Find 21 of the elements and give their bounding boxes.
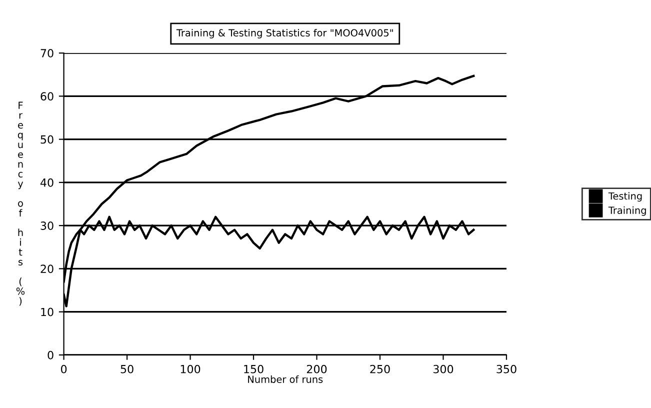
x-tick-label: 50 [120, 364, 134, 374]
y-tick-label: 20 [40, 264, 54, 274]
y-tick-label: 40 [40, 178, 54, 187]
x-tick-label: 300 [433, 364, 454, 374]
y-tick-label: 60 [40, 92, 54, 101]
x-tick-label: 250 [370, 364, 390, 374]
x-tick-label: 0 [60, 364, 67, 374]
y-tick-label: 0 [48, 350, 54, 360]
x-axis-title: Number of runs [248, 375, 323, 383]
y-tick-label: 30 [40, 222, 54, 230]
y-tick-label: 10 [41, 308, 54, 316]
x-tick-label: 200 [306, 364, 327, 374]
legend-label: Training [608, 206, 646, 216]
text: Frequency of hits (%) [16, 102, 25, 306]
y-tick-label: 50 [40, 135, 54, 144]
x-tick-label: 350 [496, 364, 516, 374]
chart-title: Training & Testing Statistics for "MOO4V005" [176, 28, 393, 38]
y-tick-label: 70 [40, 49, 54, 58]
legend-label: Testing [608, 192, 642, 202]
x-tick-label: 150 [244, 364, 264, 374]
x-tick-label: 100 [180, 364, 200, 374]
